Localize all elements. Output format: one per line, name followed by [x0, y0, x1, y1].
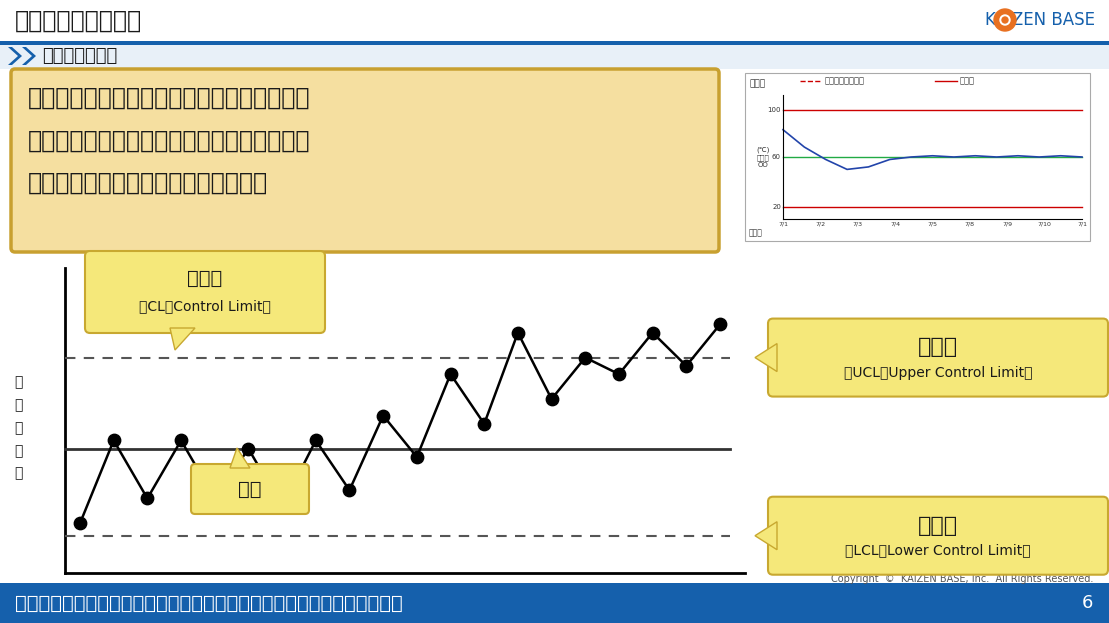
- Point: [441, 369, 459, 379]
- Text: Copyright  ©  KAIZEN BASE, Inc.  All Rights Reserved.: Copyright © KAIZEN BASE, Inc. All Rights…: [831, 574, 1093, 584]
- Text: 上限値: 上限値: [918, 338, 958, 358]
- Polygon shape: [8, 47, 22, 65]
- Text: KAIZEN BASE: KAIZEN BASE: [985, 11, 1095, 29]
- Point: [643, 328, 661, 338]
- Text: 品
質
特
性
値: 品 質 特 性 値: [13, 376, 22, 480]
- Text: アクションライン: アクションライン: [825, 77, 865, 85]
- FancyBboxPatch shape: [85, 251, 325, 333]
- Point: [374, 411, 391, 421]
- Text: 打点: 打点: [238, 480, 262, 498]
- FancyBboxPatch shape: [191, 464, 309, 514]
- Text: 上下限: 上下限: [960, 77, 975, 85]
- Text: 7/2: 7/2: [815, 222, 825, 227]
- Text: （LCL：Lower Control Limit）: （LCL：Lower Control Limit）: [845, 544, 1030, 558]
- Polygon shape: [755, 521, 777, 549]
- Text: 測定値: 測定値: [749, 228, 763, 237]
- Text: 7/4: 7/4: [891, 222, 901, 227]
- Text: 管理図: 管理図: [749, 79, 765, 88]
- Circle shape: [1003, 17, 1008, 23]
- Polygon shape: [755, 343, 777, 371]
- Point: [240, 444, 257, 454]
- Bar: [745, 73, 1090, 241]
- Text: 定状態）に保つために活用する手法。: 定状態）に保つために活用する手法。: [28, 171, 268, 195]
- Point: [577, 353, 594, 363]
- Text: これが管理図のイメージになります。中心線、上限値、下限値に対して、: これが管理図のイメージになります。中心線、上限値、下限値に対して、: [16, 594, 403, 612]
- Polygon shape: [230, 448, 250, 468]
- Point: [711, 320, 729, 330]
- Point: [476, 419, 494, 429]
- FancyBboxPatch shape: [769, 497, 1108, 574]
- Text: （CL：Control Limit）: （CL：Control Limit）: [139, 299, 271, 313]
- Bar: [0, 583, 1109, 623]
- Text: 7/5: 7/5: [927, 222, 937, 227]
- Circle shape: [994, 9, 1016, 31]
- Point: [509, 328, 527, 338]
- Point: [307, 435, 325, 445]
- Point: [172, 435, 190, 445]
- Text: 7/3: 7/3: [853, 222, 863, 227]
- Point: [206, 493, 224, 503]
- Text: 第８章：管理図とは: 第８章：管理図とは: [16, 9, 142, 33]
- Text: 客観的に判断し、さらに工程を管理状態（安: 客観的に判断し、さらに工程を管理状態（安: [28, 129, 311, 153]
- Text: （UCL：Upper Control Limit）: （UCL：Upper Control Limit）: [844, 366, 1032, 379]
- FancyBboxPatch shape: [769, 318, 1108, 397]
- Text: 現在の工程が、正常（管理状態）か異常かを: 現在の工程が、正常（管理状態）か異常かを: [28, 86, 311, 110]
- Point: [610, 369, 628, 379]
- Bar: [0, 0, 1109, 41]
- Text: 中心線: 中心線: [187, 269, 223, 287]
- Text: 下限値: 下限値: [918, 515, 958, 536]
- Bar: [0, 43, 1109, 69]
- Polygon shape: [170, 328, 195, 350]
- Point: [71, 518, 89, 528]
- Bar: [0, 41, 1109, 45]
- Text: (℃)
測定値
OO: (℃) 測定値 OO: [756, 146, 770, 168]
- Text: 7/1: 7/1: [1077, 222, 1087, 227]
- Polygon shape: [22, 47, 35, 65]
- Circle shape: [1000, 15, 1010, 25]
- Text: 100: 100: [767, 107, 781, 113]
- Text: 7/10: 7/10: [1038, 222, 1051, 227]
- Point: [105, 435, 123, 445]
- Text: 6: 6: [1081, 594, 1093, 612]
- Point: [542, 394, 560, 404]
- Circle shape: [997, 12, 1013, 28]
- Point: [408, 452, 426, 462]
- Point: [678, 361, 695, 371]
- Text: 7/1: 7/1: [779, 222, 788, 227]
- Point: [139, 493, 156, 503]
- FancyBboxPatch shape: [11, 69, 719, 252]
- Text: 60: 60: [772, 154, 781, 160]
- Point: [273, 502, 291, 511]
- Text: 20: 20: [772, 204, 781, 209]
- Text: 7/8: 7/8: [965, 222, 975, 227]
- Text: 7/9: 7/9: [1003, 222, 1013, 227]
- Point: [340, 485, 358, 495]
- Text: １．管理図とは: １．管理図とは: [42, 47, 118, 65]
